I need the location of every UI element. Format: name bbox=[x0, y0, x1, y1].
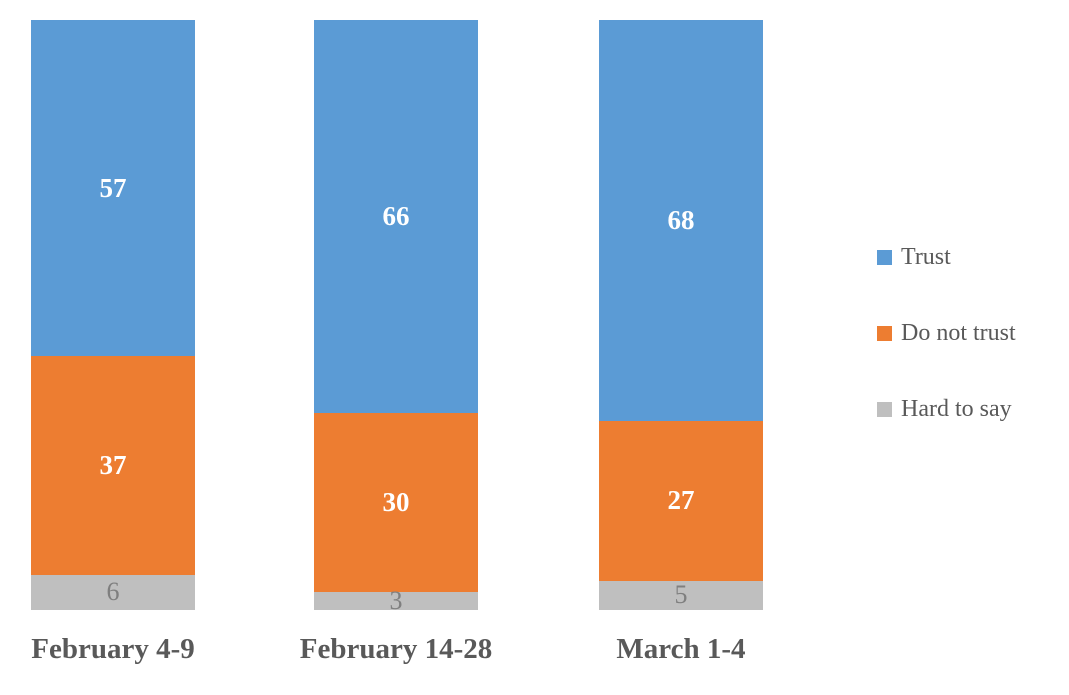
plot-area: 57 37 6 February 4-9 66 30 3 February 14-28 68 27… bbox=[0, 20, 850, 680]
legend-label-do-not-trust: Do not trust bbox=[901, 320, 1016, 346]
x-axis-label: February 14-28 bbox=[299, 633, 493, 665]
value-label: 5 bbox=[674, 580, 688, 610]
legend-item-trust: Trust bbox=[877, 242, 1016, 272]
legend-swatch-trust-icon bbox=[877, 249, 892, 265]
segment-do-not-trust: 27 bbox=[599, 421, 763, 581]
segment-trust: 66 bbox=[314, 20, 478, 414]
stacked-bar-february-14-28: 66 30 3 bbox=[314, 20, 478, 614]
value-label: 30 bbox=[382, 487, 410, 518]
legend-item-do-not-trust: Do not trust bbox=[877, 318, 1016, 348]
legend: Trust Do not trust Hard to say bbox=[877, 242, 1016, 470]
legend-label-hard-to-say: Hard to say bbox=[901, 396, 1012, 422]
legend-item-hard-to-say: Hard to say bbox=[877, 394, 1016, 424]
value-label: 3 bbox=[389, 586, 403, 616]
value-label: 27 bbox=[667, 485, 695, 516]
value-label: 6 bbox=[106, 577, 120, 607]
bar-column-march-1-4: 68 27 5 March 1-4 bbox=[599, 20, 763, 665]
segment-trust: 57 bbox=[31, 20, 195, 357]
value-label: 57 bbox=[99, 172, 127, 203]
stacked-bar-march-1-4: 68 27 5 bbox=[599, 20, 763, 610]
legend-swatch-hard-to-say-icon bbox=[877, 401, 892, 417]
segment-hard-to-say: 3 bbox=[314, 588, 478, 614]
value-label: 66 bbox=[382, 201, 410, 232]
x-axis-label: February 4-9 bbox=[31, 633, 195, 665]
legend-label-trust: Trust bbox=[901, 244, 951, 270]
bar-column-february-4-9: 57 37 6 February 4-9 bbox=[31, 20, 195, 665]
segment-hard-to-say: 6 bbox=[31, 574, 195, 610]
segment-do-not-trust: 37 bbox=[31, 356, 195, 575]
x-axis-label: March 1-4 bbox=[616, 633, 746, 665]
value-label: 68 bbox=[667, 205, 695, 236]
bar-column-february-14-28: 66 30 3 February 14-28 bbox=[300, 20, 492, 665]
value-label: 37 bbox=[99, 449, 127, 480]
segment-hard-to-say: 5 bbox=[599, 580, 763, 610]
segment-trust: 68 bbox=[599, 20, 763, 422]
legend-swatch-do-not-trust-icon bbox=[877, 325, 892, 341]
segment-do-not-trust: 30 bbox=[314, 413, 478, 593]
stacked-bar-february-4-9: 57 37 6 bbox=[31, 20, 195, 610]
